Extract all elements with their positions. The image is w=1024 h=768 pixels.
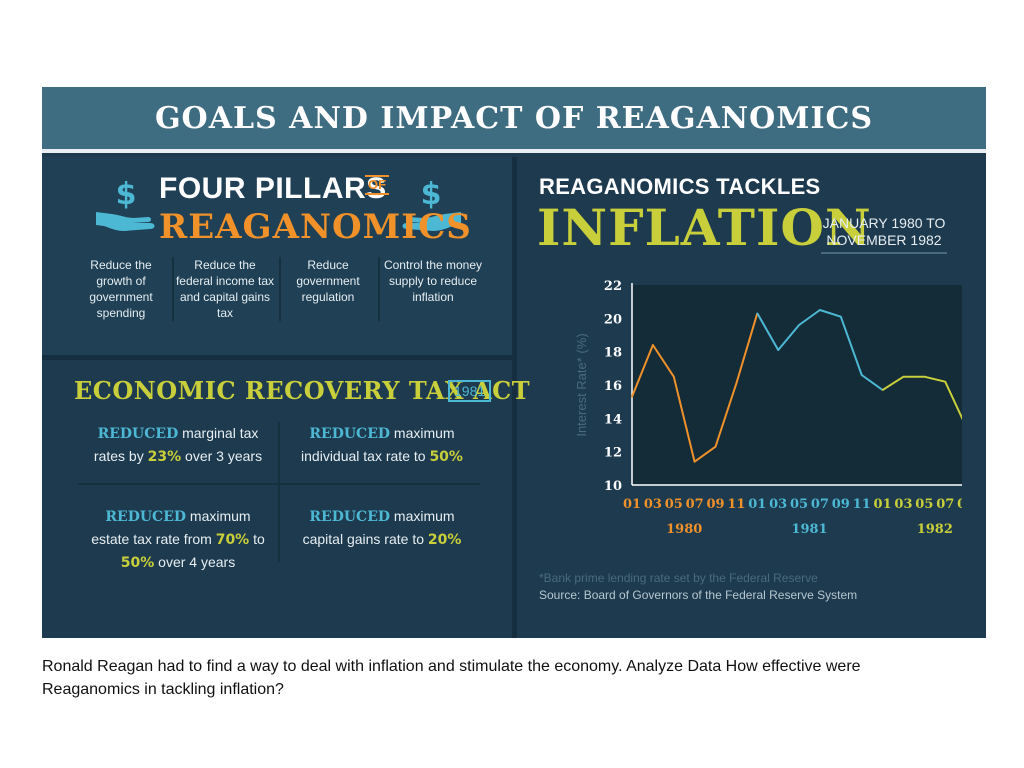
y-tick-label: 12 (604, 446, 622, 461)
x-tick-label: 11 (853, 497, 871, 512)
pillar-item: Reduce government regulation (296, 258, 360, 304)
x-tick-label: 07 (811, 497, 829, 512)
x-tick-label: 07 (936, 497, 954, 512)
y-tick-label: 20 (604, 312, 622, 327)
data-point (881, 389, 884, 391)
inflation-title-large: INFLATION (537, 198, 872, 257)
pillar-item: Control the money supply to reduce infla… (383, 258, 483, 304)
year-label: 1982 (917, 522, 953, 537)
data-point (714, 445, 717, 448)
reduced-keyword: REDUCED (97, 426, 179, 442)
reduced-keyword: REDUCED (309, 509, 391, 525)
pillar-item: Reduce the growth of government spending (89, 258, 153, 320)
infographic: GOALS AND IMPACT OF REAGANOMICS $ $ FOUR… (42, 87, 986, 638)
x-tick-label: 03 (894, 497, 912, 512)
x-tick-label: 09 (957, 497, 962, 512)
data-point (672, 375, 675, 378)
reduced-keyword: REDUCED (105, 509, 187, 525)
x-tick-label: 03 (769, 497, 787, 512)
erta-divider (78, 483, 480, 485)
data-point (902, 375, 905, 378)
svg-text:$: $ (116, 177, 137, 212)
data-point (819, 309, 821, 311)
data-point (860, 374, 863, 376)
data-point (631, 395, 633, 398)
svg-text:$: $ (421, 177, 442, 212)
x-tick-label: 05 (665, 497, 683, 512)
x-tick-label: 03 (644, 497, 662, 512)
x-tick-label: 09 (706, 497, 724, 512)
section-divider (42, 355, 512, 360)
x-tick-label: 01 (748, 497, 766, 512)
banner: GOALS AND IMPACT OF REAGANOMICS (42, 87, 986, 153)
pillars-of-label: OF (365, 175, 390, 195)
caption: Ronald Reagan had to find a way to deal … (42, 658, 861, 698)
dollar-hand-icon: $ (96, 177, 155, 231)
x-tick-label: 11 (727, 497, 745, 512)
pillars-title-reaganomics: REAGANOMICS (159, 207, 472, 247)
column-divider (512, 157, 517, 638)
inflation-title: REAGANOMICS TACKLES (539, 174, 821, 199)
rate-value: 23% (147, 449, 182, 465)
data-point (923, 375, 926, 378)
pillar-divider (172, 257, 174, 321)
x-tick-label: 05 (915, 497, 933, 512)
footnote: *Bank prime lending rate set by the Fede… (539, 571, 818, 585)
data-point (840, 315, 842, 318)
x-tick-label: 01 (874, 497, 892, 512)
erta-cell-capital-gains: REDUCED maximum capital gains rate to 20… (302, 508, 462, 548)
erta-year-badge: 1981 (448, 380, 492, 402)
source: Source: Board of Governors of the Federa… (539, 588, 858, 602)
data-point (652, 344, 654, 346)
pillar-divider (378, 257, 380, 321)
data-point (777, 349, 779, 351)
y-tick-label: 18 (604, 346, 622, 361)
y-tick-label: 14 (604, 412, 622, 427)
pillar-divider (279, 257, 281, 321)
pillars-title: FOUR PILLARS (159, 172, 387, 205)
rate-value: 50% (120, 555, 155, 571)
rate-value: 70% (215, 532, 250, 548)
pillar-item: Reduce the federal income tax and capita… (175, 258, 275, 320)
data-point (798, 324, 800, 326)
rate-value: 50% (429, 449, 463, 465)
series-line-1982 (882, 375, 962, 421)
banner-title: GOALS AND IMPACT OF REAGANOMICS (154, 101, 874, 136)
erta-cell-marginal: REDUCED marginal tax rates by 23% over 3… (93, 425, 263, 465)
pillars-panel: $ $ FOUR PILLARS OF REAGANOMICS (42, 157, 512, 357)
erta-divider (278, 422, 280, 562)
y-tick-label: 16 (604, 379, 622, 394)
x-tick-label: 07 (686, 497, 704, 512)
data-point (735, 382, 738, 385)
erta-cell-individual: REDUCED maximum individual tax rate to 5… (301, 425, 463, 465)
data-point (693, 460, 696, 463)
year-label: 1981 (791, 522, 827, 537)
y-tick-label: 22 (604, 279, 622, 294)
rate-value: 20% (427, 532, 462, 548)
reduced-keyword: REDUCED (309, 426, 391, 442)
year-label: 1980 (666, 522, 702, 537)
data-point (944, 380, 947, 383)
erta-cell-estate: REDUCED maximum estate tax rate from 70%… (91, 508, 265, 571)
data-point (756, 312, 759, 315)
x-tick-label: 01 (623, 497, 641, 512)
plot-area (632, 285, 962, 485)
x-tick-label: 05 (790, 497, 808, 512)
y-tick-label: 10 (604, 479, 622, 494)
date-range: JANUARY 1980 TO NOVEMBER 1982 (821, 215, 947, 254)
y-axis-label: Interest Rate* (%) (574, 333, 589, 436)
dollar-hand-icon: $ (402, 177, 461, 231)
x-tick-label: 09 (832, 497, 850, 512)
